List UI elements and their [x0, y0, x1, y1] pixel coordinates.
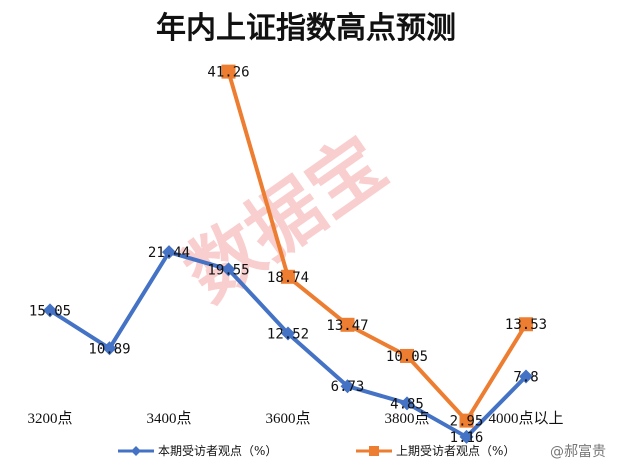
data-labels: 15.05 10.89 21.44 19.55 12.52 6.73 4.85 1.16 7.8… — [29, 65, 547, 446]
data-label: 21.44 — [148, 245, 190, 261]
watermark: 数据宝 — [170, 121, 401, 319]
data-label: 15.05 — [29, 303, 71, 319]
data-point-marker — [221, 64, 236, 79]
data-point-marker — [459, 413, 474, 428]
data-label: 2.95 — [450, 414, 484, 430]
legend: 本期受访者观点（%） 上期受访者观点（%） — [118, 444, 515, 458]
data-point-marker — [519, 369, 533, 384]
chart-title: 年内上证指数高点预测 — [156, 11, 456, 46]
x-axis-tick-labels: 3200点 3400点 3600点 3800点 4000点以上 — [27, 410, 563, 427]
series-line-1 — [226, 69, 528, 423]
x-tick-label: 3200点 — [27, 410, 72, 427]
legend-marker-1 — [369, 446, 379, 456]
legend-marker-0 — [131, 446, 141, 456]
data-point-marker — [400, 348, 414, 363]
data-point-marker — [340, 379, 355, 394]
data-point-marker — [459, 429, 474, 444]
data-label: 6.73 — [331, 379, 365, 395]
data-label: 12.52 — [267, 326, 309, 342]
x-tick-label: 3600点 — [265, 410, 310, 427]
x-tick-label: 4000点以上 — [488, 410, 563, 427]
data-point-marker — [221, 262, 236, 277]
data-label: 13.47 — [326, 318, 368, 334]
data-point-marker — [340, 317, 355, 332]
data-label: 1.16 — [450, 430, 484, 446]
data-point-marker — [43, 303, 57, 318]
credit-text: @郝富贵 — [550, 443, 606, 460]
data-point-marker — [281, 269, 295, 284]
data-point-marker — [400, 396, 414, 411]
legend-label-0: 本期受访者观点（%） — [158, 444, 277, 458]
data-label: 19.55 — [207, 262, 249, 278]
data-label: 10.05 — [386, 349, 428, 365]
legend-label-1: 上期受访者观点（%） — [396, 444, 515, 458]
data-label: 10.89 — [88, 341, 130, 357]
data-label: 7.8 — [513, 369, 538, 385]
data-label: 13.53 — [505, 317, 547, 333]
data-point-marker — [162, 245, 176, 260]
data-point-marker — [102, 341, 117, 356]
data-point-marker — [519, 317, 533, 332]
data-label: 41.26 — [207, 65, 249, 81]
data-point-marker — [281, 326, 295, 341]
data-label: 4.85 — [390, 396, 424, 412]
data-label: 18.74 — [267, 270, 309, 286]
x-tick-label: 3400点 — [146, 410, 191, 427]
series-markers — [43, 64, 533, 444]
x-tick-label: 3800点 — [384, 410, 429, 427]
